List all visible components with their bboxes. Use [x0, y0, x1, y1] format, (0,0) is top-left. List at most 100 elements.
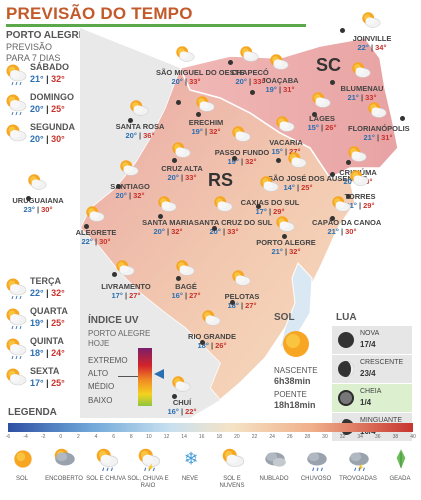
city-marker — [330, 216, 335, 221]
uv-title: ÍNDICE UV — [88, 315, 139, 326]
city-label: LIVRAMENTO 17° | 27° — [96, 282, 156, 300]
legend-item-label: SOL E NUVENS — [219, 476, 245, 489]
svg-text:❄: ❄ — [184, 448, 199, 468]
scale-tick-label: 4 — [94, 434, 98, 440]
city-marker — [228, 60, 233, 65]
temp-max: 30° — [51, 134, 65, 144]
city-temps: 20° | 33° — [167, 173, 197, 182]
scale-tick-label: 8 — [129, 434, 133, 440]
sun-cloud-icon — [194, 94, 216, 121]
scale-tick-label: 32 — [339, 434, 346, 440]
sun-cloud-rain-icon — [4, 336, 28, 365]
city-marker — [26, 196, 31, 201]
scale-tick-label: -2 — [40, 434, 46, 440]
city-name: SANTA MARIA — [142, 218, 194, 227]
sun-cloud-icon — [170, 374, 192, 401]
city-name: URUGUAIANA — [12, 196, 64, 205]
city-marker — [200, 340, 205, 345]
scale-tick-label: 30 — [322, 434, 328, 440]
sun-cloud-icon — [310, 90, 332, 117]
city-name: LAGES — [309, 114, 335, 123]
city-name: CHAPECÓ — [231, 68, 269, 77]
sun-cloud-icon — [4, 366, 28, 395]
scale-tick-label: 12 — [163, 434, 170, 440]
city-temps: 21° | 31° — [363, 133, 393, 142]
temp-min: 22° — [30, 288, 44, 298]
forecast-temps: 19° | 25° — [30, 318, 65, 328]
city-name: SÃO JOSÉ DOS AUSENTES — [268, 174, 368, 183]
city-temps: 21° | 30° — [327, 227, 357, 236]
scale-tick-label: 22 — [251, 434, 258, 440]
city-label: VACARIA 15° | 27° — [256, 138, 316, 156]
temp-max: 25° — [51, 104, 65, 114]
moon-phase-name: CHEIA — [360, 388, 382, 395]
sun-cloud-rain-icon — [4, 62, 28, 91]
sun-cloud-icon — [360, 10, 382, 37]
sun-cloud-icon — [238, 44, 260, 71]
city-label: ERECHIM 19° | 32° — [176, 118, 236, 136]
moon-phase-date: 17/4 — [360, 340, 376, 349]
city-temps: 18° | 26° — [197, 341, 227, 350]
city-temps: 21° | 29° — [345, 201, 375, 210]
sun-cloud-icon — [174, 258, 196, 285]
sun-cloud-icon — [258, 174, 280, 201]
temperature-scale-bar — [8, 423, 413, 432]
city-marker — [212, 226, 217, 231]
forecast-day-name: QUARTA — [30, 306, 68, 316]
forecast-day-name: DOMINGO — [30, 92, 74, 102]
sun-cloud-rain-icon — [4, 306, 28, 335]
city-marker — [400, 116, 405, 121]
header-divider — [6, 24, 306, 27]
frost-icon — [388, 446, 414, 477]
uv-level-alto: ALTO — [88, 369, 109, 378]
sun-cloud-icon — [346, 144, 368, 171]
uv-subtitle-1: PORTO ALEGRE — [88, 329, 151, 338]
sun-cloud-rain-icon — [4, 276, 28, 305]
city-marker — [282, 234, 287, 239]
temp-min: 21° — [30, 74, 44, 84]
city-name: LIVRAMENTO — [101, 282, 151, 291]
forecast-day-name: SEGUNDA — [30, 122, 76, 132]
city-name: PASSO FUNDO — [214, 148, 270, 157]
city-marker — [232, 156, 237, 161]
city-name: PORTO ALEGRE — [256, 238, 316, 247]
temp-max: 32° — [51, 74, 65, 84]
city-name: BAGÉ — [175, 282, 197, 291]
legend-title: LEGENDA — [8, 407, 57, 418]
legend-item-label: SOL, CHUVA E RAIO — [127, 476, 169, 489]
city-label: SÃO MIGUEL DO OESTE 20° | 33° — [156, 68, 244, 86]
scale-tick-label: 0 — [59, 434, 63, 440]
city-label: CAPÃO DA CANOA 21° | 30° — [312, 218, 381, 236]
city-label: SÃO JOSÉ DOS AUSENTES 14° | 25° — [268, 174, 367, 192]
city-label: PORTO ALEGRE 21° | 32° — [256, 238, 316, 256]
city-label: BAGÉ 16° | 27° — [156, 282, 216, 300]
sun-cloud-icon — [230, 124, 252, 151]
city-label: SANTA CRUZ DO SUL 20° | 33° — [194, 218, 272, 236]
temp-min: 17° — [30, 378, 44, 388]
sun-cloud-icon — [348, 168, 370, 195]
moon-phase-icon — [338, 390, 354, 406]
scale-tick-label: 14 — [181, 434, 187, 440]
city-label: CHAPECÓ 20° | 33° — [220, 68, 280, 86]
temp-max: 32° — [51, 288, 65, 298]
city-temps: 20° | 33° — [209, 227, 239, 236]
city-label: PELOTAS 18° | 27° — [212, 292, 272, 310]
city-temps: 20° | 33° — [235, 77, 265, 86]
city-name: SANTIAGO — [110, 182, 150, 191]
city-label: SANTA ROSA 20° | 36° — [110, 122, 170, 140]
uv-gradient-bar — [138, 348, 164, 406]
sun-cloud-icon — [174, 44, 196, 71]
forecast-day: DOMINGO 20° | 25° — [4, 92, 76, 118]
city-label: PASSO FUNDO 19° | 32° — [212, 148, 272, 166]
forecast-day-name: QUINTA — [30, 336, 64, 346]
city-temps: 23° | 30° — [23, 205, 53, 214]
city-marker — [346, 194, 351, 199]
lagoa-dos-patos — [279, 262, 313, 350]
city-marker — [176, 276, 181, 281]
city-name: RIO GRANDE — [188, 332, 236, 341]
region-label-rs: RS — [208, 170, 234, 190]
city-marker — [330, 80, 335, 85]
temp-min: 19° — [30, 318, 44, 328]
moon-phase-date: 1/4 — [360, 398, 372, 407]
